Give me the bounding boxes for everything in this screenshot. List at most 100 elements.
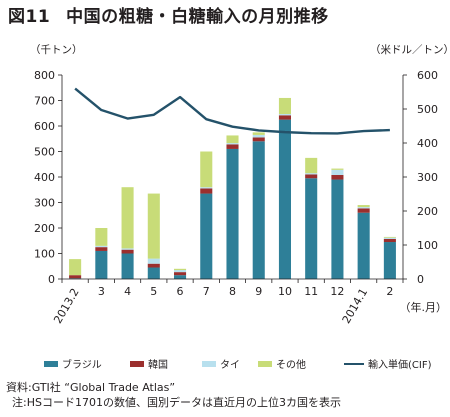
bar-other-2 <box>121 187 134 249</box>
bar-korea-11 <box>357 208 370 213</box>
bar-thailand-5 <box>200 187 213 189</box>
x-tick-label-6: 8 <box>229 285 236 298</box>
price-line <box>74 87 390 135</box>
bar-thailand-10 <box>331 169 344 175</box>
left-axis-unit: （千トン） <box>30 44 83 56</box>
x-tick-label-10: 12 <box>330 285 344 298</box>
right-axis-unit: （米ドル／トン） <box>370 44 450 56</box>
right-tick-label-300: 300 <box>417 171 438 184</box>
legend-item-price: 輸入単価(CIF) <box>344 356 432 371</box>
left-tick-label-600: 600 <box>34 120 55 133</box>
legend-label-price: 輸入単価(CIF) <box>368 360 432 371</box>
right-tick-label-100: 100 <box>417 239 438 252</box>
left-tick-label-200: 200 <box>34 222 55 235</box>
bar-thailand-11 <box>357 207 370 209</box>
bar-brazil-12 <box>383 242 396 279</box>
legend-item-thailand: タイ <box>202 356 240 371</box>
legend-item-korea: 韓国 <box>130 356 168 371</box>
bar-brazil-9 <box>305 178 318 279</box>
bar-other-12 <box>383 236 396 238</box>
right-tick-label-600: 600 <box>417 69 438 82</box>
right-tick-label-0: 0 <box>417 273 424 286</box>
x-tick-label-5: 7 <box>203 285 210 298</box>
bar-other-5 <box>200 151 213 188</box>
chart-title: 図11 中国の粗糖・白糖輸入の月別推移 <box>8 2 329 27</box>
bar-thailand-4 <box>174 270 187 273</box>
x-tick-label-0: 2013.2 <box>51 286 82 326</box>
bar-thailand-1 <box>95 245 108 248</box>
legend-item-other: その他 <box>258 356 306 371</box>
bar-brazil-7 <box>252 141 265 279</box>
bar-other-10 <box>331 168 344 170</box>
x-tick-label-3: 5 <box>150 285 157 298</box>
x-axis-unit: （年.月） <box>400 300 448 314</box>
bar-korea-1 <box>95 247 108 251</box>
bar-other-8 <box>278 97 291 115</box>
bar-thailand-3 <box>147 258 160 264</box>
x-tick-label-4: 6 <box>177 285 184 298</box>
legend-label-other: その他 <box>276 360 306 371</box>
bar-brazil-4 <box>174 275 187 279</box>
right-tick-label-400: 400 <box>417 137 438 150</box>
bar-korea-12 <box>383 238 396 243</box>
bar-thailand-7 <box>252 134 265 138</box>
figure-number: 図11 <box>8 7 51 27</box>
left-tick-label-500: 500 <box>34 146 55 159</box>
title-text: 中国の粗糖・白糖輸入の月別推移 <box>66 7 329 27</box>
note-line: 注:HSコード1701の数値、国別データは直近月の上位3カ国を表示 <box>12 396 341 409</box>
right-tick-label-200: 200 <box>417 205 438 218</box>
legend-label-korea: 韓国 <box>148 360 168 371</box>
bar-other-11 <box>357 205 370 208</box>
legend-label-brazil: ブラジル <box>62 360 102 371</box>
bar-other-1 <box>95 228 108 246</box>
bar-other-9 <box>305 157 318 174</box>
bar-korea-10 <box>331 174 344 180</box>
right-tick-label-500: 500 <box>417 103 438 116</box>
bar-brazil-5 <box>200 193 213 279</box>
bar-korea-8 <box>278 115 291 120</box>
bar-korea-7 <box>252 137 265 142</box>
bar-korea-0 <box>69 275 82 279</box>
x-tick-label-8: 10 <box>278 285 292 298</box>
legend-swatch-brazil <box>44 361 58 367</box>
bar-brazil-3 <box>147 267 160 279</box>
bar-thailand-8 <box>278 114 291 116</box>
bar-thailand-2 <box>121 248 134 250</box>
left-tick-label-0: 0 <box>48 273 55 286</box>
bar-thailand-12 <box>383 237 396 239</box>
bar-brazil-2 <box>121 253 134 279</box>
bar-other-7 <box>252 132 265 135</box>
left-tick-label-800: 800 <box>34 69 55 82</box>
x-tick-label-1: 3 <box>98 285 105 298</box>
bar-korea-6 <box>226 144 239 149</box>
bar-korea-3 <box>147 263 160 268</box>
source-note: 資料:GTI社 “Global Trade Atlas” 注:HSコード1701… <box>6 380 341 410</box>
bar-brazil-11 <box>357 212 370 279</box>
x-tick-label-7: 9 <box>255 285 262 298</box>
legend-swatch-korea <box>130 361 144 367</box>
bar-thailand-9 <box>305 173 318 175</box>
x-tick-label-9: 11 <box>304 285 318 298</box>
legend-line-price <box>344 363 364 365</box>
legend-swatch-thailand <box>202 361 216 367</box>
bar-brazil-6 <box>226 148 239 279</box>
bar-other-4 <box>174 268 187 271</box>
legend-item-brazil: ブラジル <box>44 356 102 371</box>
legend-label-thailand: タイ <box>220 360 240 371</box>
left-tick-label-400: 400 <box>34 171 55 184</box>
bar-korea-4 <box>174 272 187 276</box>
bar-thailand-6 <box>226 143 239 145</box>
left-tick-label-100: 100 <box>34 248 55 261</box>
x-tick-label-12: 2 <box>386 285 393 298</box>
bar-brazil-10 <box>331 179 344 279</box>
source-line: 資料:GTI社 “Global Trade Atlas” <box>6 381 176 394</box>
left-tick-label-700: 700 <box>34 95 55 108</box>
x-tick-label-2: 4 <box>124 285 131 298</box>
bar-other-6 <box>226 135 239 144</box>
bar-other-3 <box>147 193 160 259</box>
bar-korea-2 <box>121 249 134 254</box>
left-tick-label-300: 300 <box>34 197 55 210</box>
bar-other-0 <box>69 259 82 276</box>
bar-korea-5 <box>200 188 213 194</box>
